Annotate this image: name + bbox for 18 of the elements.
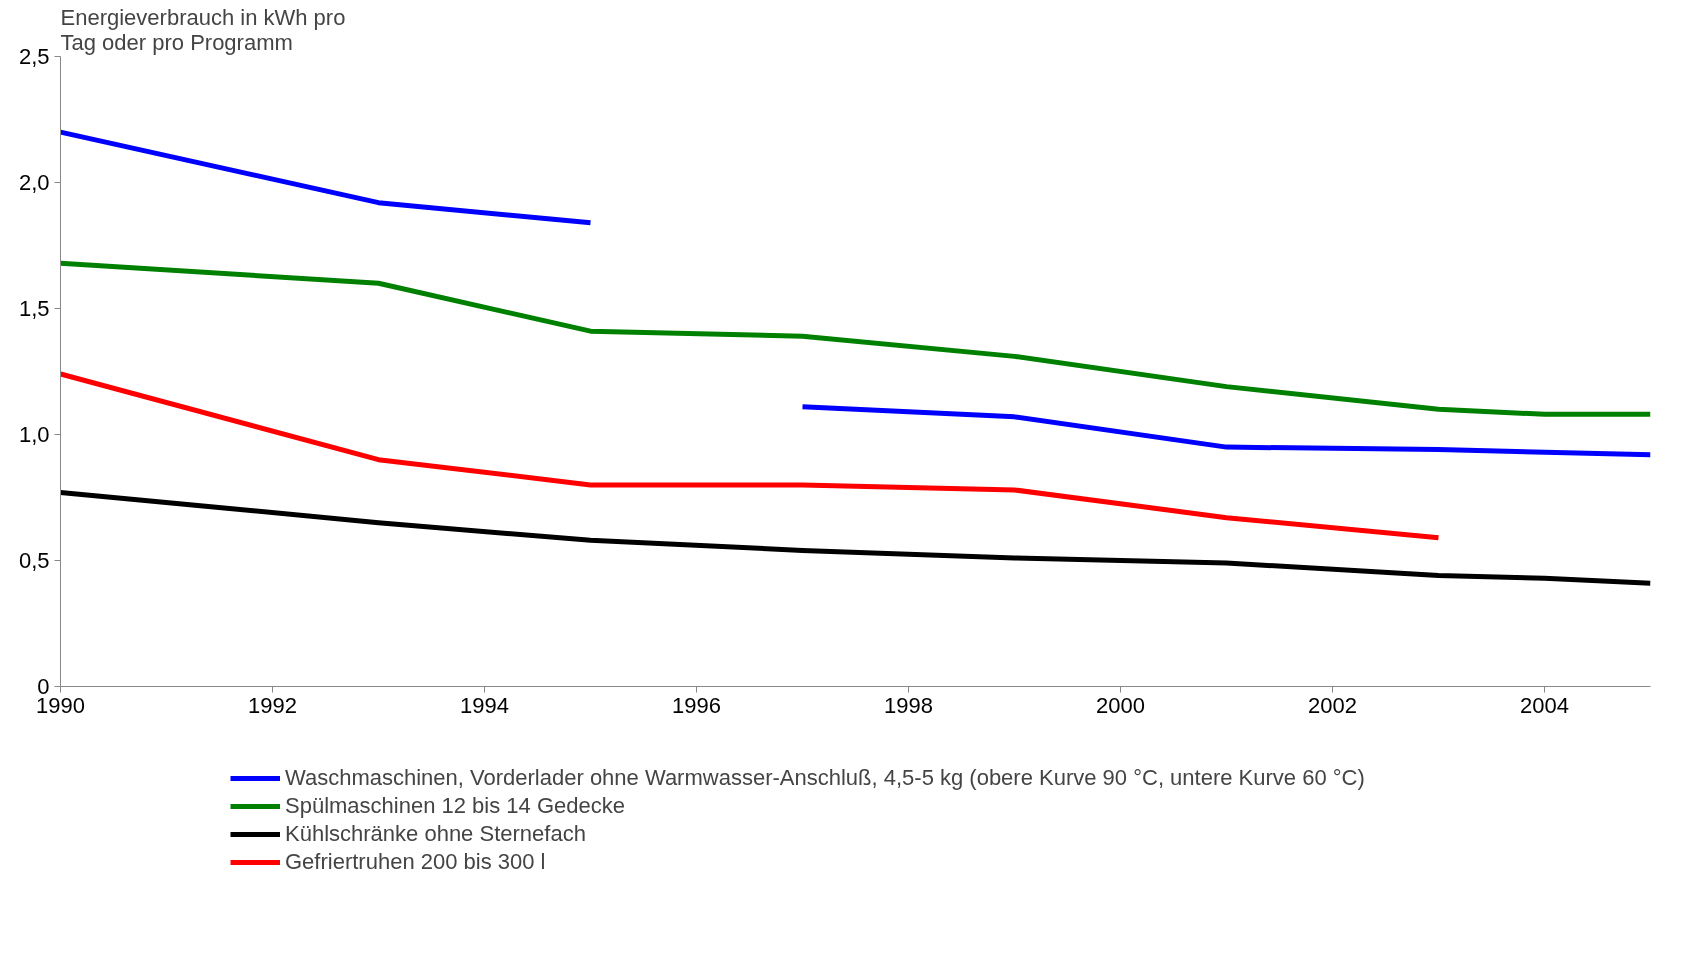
x-tick-label: 1994 bbox=[460, 692, 509, 718]
legend-label: Waschmaschinen, Vorderlader ohne Warmwasser-Anschluß, 4,5-5 kg (obere Kurve 90 °C, untere Kurve 60 °C) bbox=[285, 765, 1365, 791]
y-tick-label: 0 bbox=[37, 674, 50, 699]
x-tick-label: 2002 bbox=[1308, 692, 1357, 718]
y-tick-label: 1,5 bbox=[18, 296, 50, 321]
y-tick-label: 0,5 bbox=[18, 548, 50, 573]
x-tick-label: 2000 bbox=[1096, 692, 1145, 718]
legend-label: Kühlschränke ohne Sternefach bbox=[285, 821, 586, 847]
y-tick-label: 2,0 bbox=[18, 170, 50, 195]
x-tick-label: 1998 bbox=[884, 692, 933, 718]
legend-label: Gefriertruhen 200 bis 300 l bbox=[285, 849, 546, 875]
x-tick-label: 2004 bbox=[1520, 692, 1569, 718]
y-axis-title: Energieverbrauch in kWh pro Tag oder pro Programm bbox=[60, 4, 346, 55]
x-tick-label: 1992 bbox=[248, 692, 297, 718]
y-tick-label: 1,0 bbox=[18, 422, 50, 447]
y-tick-label: 2,5 bbox=[18, 44, 50, 69]
x-tick-label: 1996 bbox=[672, 692, 721, 718]
legend-label: Spülmaschinen 12 bis 14 Gedecke bbox=[285, 793, 625, 819]
